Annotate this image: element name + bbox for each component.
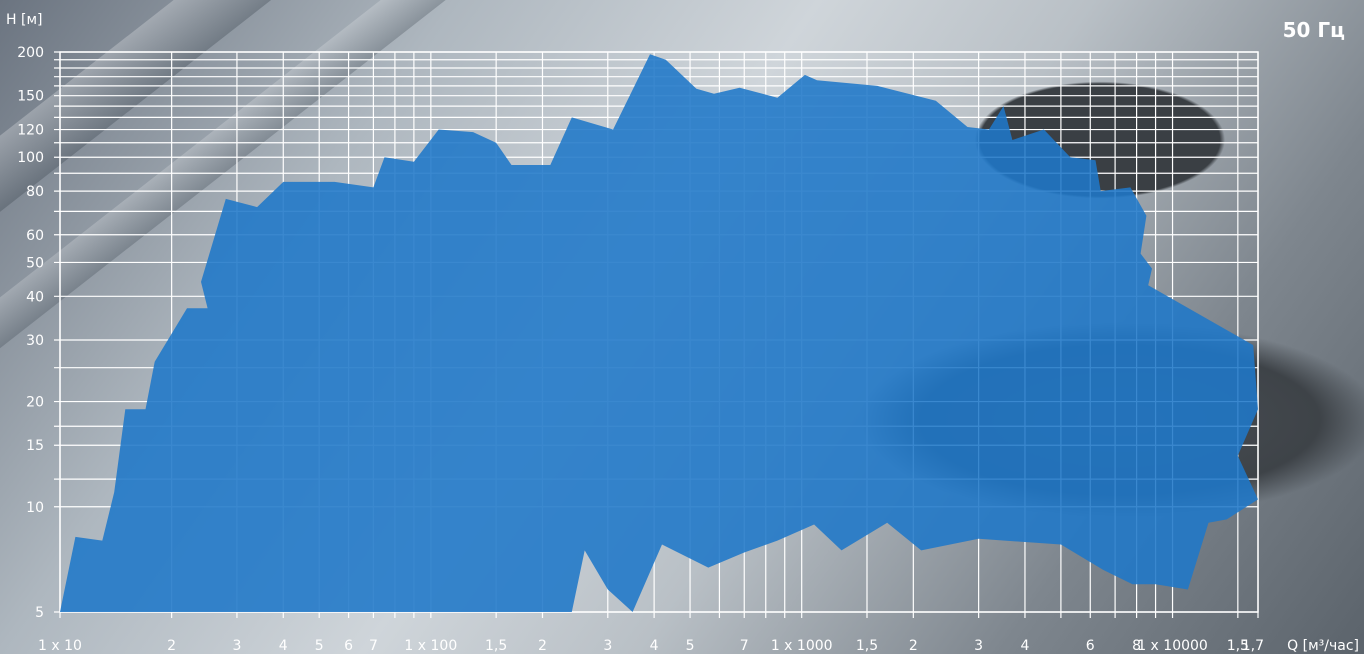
x-tick-label: 4 <box>279 638 288 654</box>
x-tick-label: 3 <box>232 638 241 654</box>
x-tick-label: 1 x 100 <box>404 638 457 654</box>
x-tick-label: 7 <box>369 638 378 654</box>
x-tick-label: 7 <box>740 638 749 654</box>
x-axis-ticks: 1 x 10 2 3 4 5 6 7 1 x 100 1,5 2 3 4 5 7 1 x 1000 1,5 2 3… <box>38 638 1264 654</box>
y-tick-label: 80 <box>26 184 44 200</box>
x-tick-label: 1 x 10000 <box>1137 638 1208 654</box>
frequency-title: 50 Гц <box>1283 18 1345 42</box>
x-tick-label: 6 <box>344 638 353 654</box>
x-tick-label: 4 <box>1021 638 1030 654</box>
y-tick-label: 40 <box>26 289 44 305</box>
y-tick-label: 20 <box>26 395 44 411</box>
y-tick-label: 150 <box>17 89 44 105</box>
x-tick-label: 2 <box>167 638 176 654</box>
x-tick-label: 1 x 1000 <box>771 638 833 654</box>
y-tick-label: 200 <box>17 45 44 61</box>
y-axis-ticks: 5 10 15 20 30 40 50 60 80 100 120 150 200 <box>17 45 44 621</box>
x-tick-label: 5 <box>686 638 695 654</box>
y-tick-label: 50 <box>26 255 44 271</box>
x-tick-label: 5 <box>315 638 324 654</box>
performance-area <box>60 54 1258 613</box>
x-tick-label: 3 <box>603 638 612 654</box>
x-tick-label: 1,7 <box>1242 638 1264 654</box>
x-tick-label: 6 <box>1086 638 1095 654</box>
y-tick-label: 60 <box>26 228 44 244</box>
x-tick-label: 2 <box>909 638 918 654</box>
x-tick-label: 1 x 10 <box>38 638 82 654</box>
x-tick-label: 4 <box>650 638 659 654</box>
y-tick-label: 120 <box>17 123 44 139</box>
performance-envelope <box>60 54 1258 613</box>
y-tick-label: 15 <box>26 438 44 454</box>
x-tick-label: 8 <box>1132 638 1141 654</box>
x-tick-label: 3 <box>974 638 983 654</box>
y-tick-label: 100 <box>17 150 44 166</box>
y-tick-label: 30 <box>26 333 44 349</box>
x-axis-label: Q [м³/час] <box>1287 638 1359 654</box>
y-tick-label: 5 <box>35 605 44 621</box>
x-tick-label: 2 <box>538 638 547 654</box>
x-tick-label: 1,5 <box>485 638 507 654</box>
x-tick-label: 1,5 <box>1227 638 1249 654</box>
y-tick-label: 10 <box>26 500 44 516</box>
y-axis-label: H [м] <box>6 12 42 28</box>
x-tick-label: 1,5 <box>856 638 878 654</box>
